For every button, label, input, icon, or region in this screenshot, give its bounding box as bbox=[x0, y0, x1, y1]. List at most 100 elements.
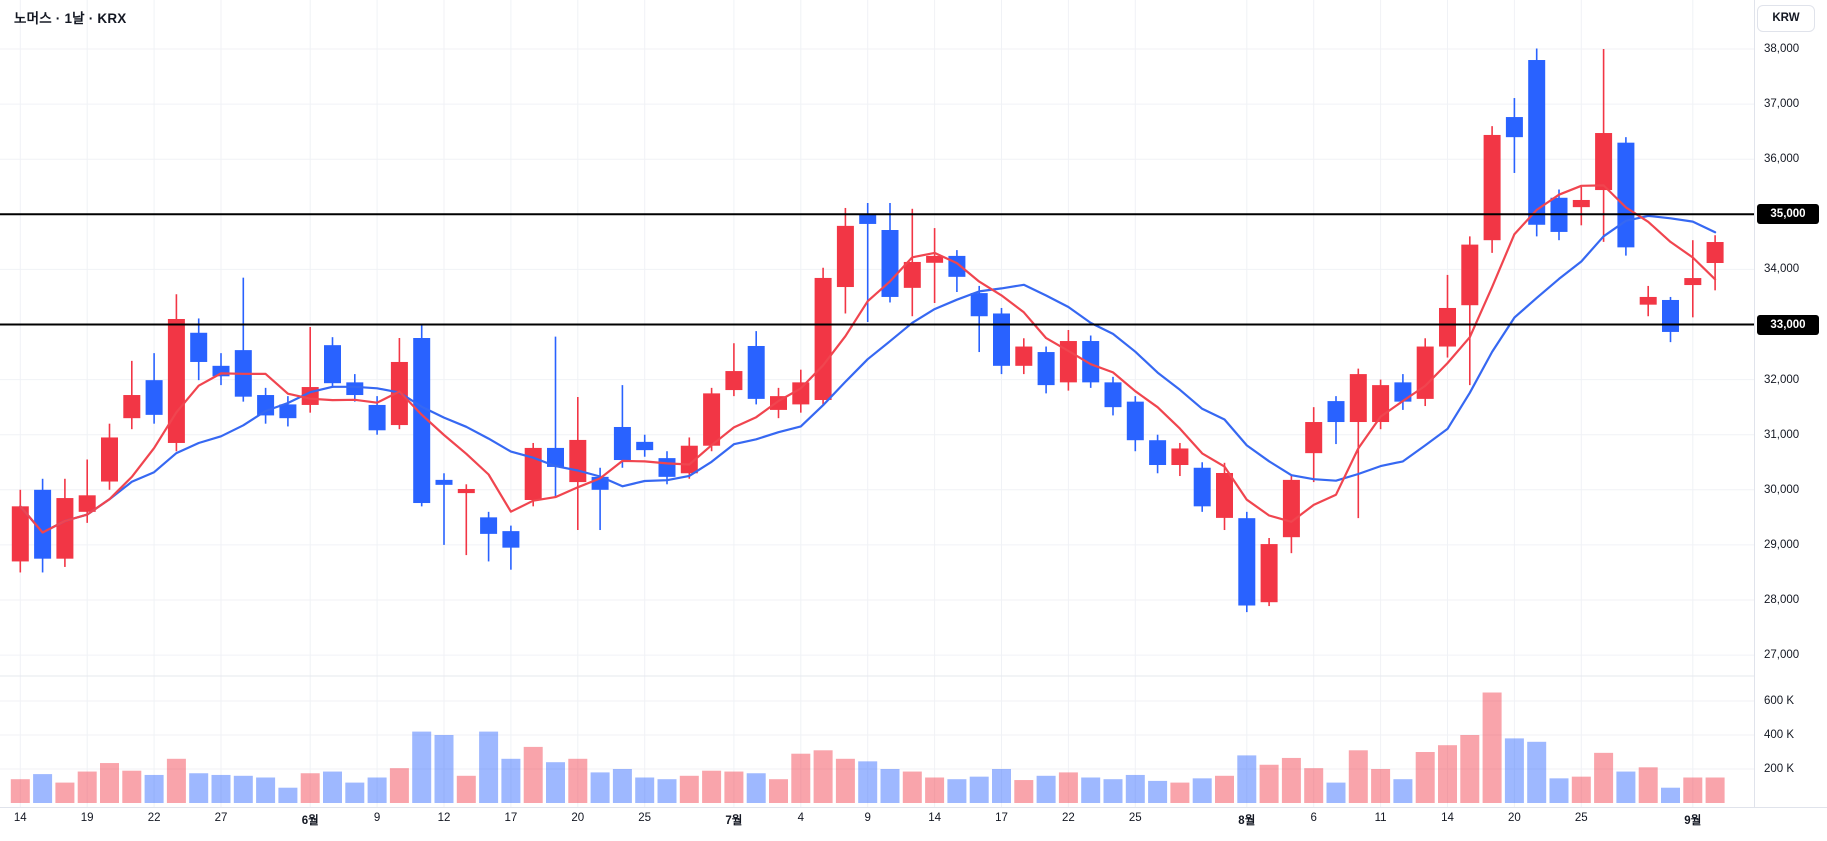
volume-bar bbox=[769, 779, 788, 803]
price-tick-label: 38,000 bbox=[1764, 43, 1800, 55]
price-tick-label: 36,000 bbox=[1764, 153, 1800, 166]
candle-body bbox=[747, 345, 765, 399]
volume-bar bbox=[300, 773, 320, 803]
volume-bar bbox=[412, 731, 432, 803]
price-line-label[interactable]: 35,000 bbox=[1757, 204, 1819, 225]
volume-bar bbox=[501, 758, 521, 803]
candle-body bbox=[1416, 346, 1434, 399]
candle-body bbox=[970, 293, 988, 317]
candle-body bbox=[903, 261, 921, 288]
candle-body bbox=[1260, 544, 1278, 603]
price-tick-label: 29,000 bbox=[1764, 538, 1800, 551]
time-tick-label: 8월 bbox=[1238, 815, 1256, 827]
candle-body bbox=[1015, 346, 1033, 366]
time-tick-label: 20 bbox=[571, 812, 585, 824]
candle-body bbox=[881, 230, 899, 297]
volume-bar bbox=[233, 775, 253, 803]
volume-bar bbox=[1393, 779, 1413, 803]
time-scale[interactable] bbox=[0, 807, 1827, 841]
candle-body bbox=[257, 395, 275, 416]
time-tick-label: 25 bbox=[1128, 812, 1142, 824]
volume-bar bbox=[858, 761, 878, 803]
candle-body bbox=[569, 439, 587, 483]
volume-bar bbox=[278, 787, 298, 803]
volume-bar bbox=[590, 772, 610, 803]
volume-bar bbox=[1460, 735, 1480, 803]
time-tick-label: 20 bbox=[1507, 812, 1521, 824]
volume-bar bbox=[612, 769, 632, 803]
candle-body bbox=[413, 337, 431, 504]
volume-bar bbox=[1237, 755, 1257, 803]
volume-bar bbox=[1304, 768, 1324, 803]
time-tick-label: 27 bbox=[214, 812, 228, 824]
candle-body bbox=[1171, 448, 1189, 466]
time-tick-label: 6월 bbox=[301, 815, 319, 827]
candle-body bbox=[703, 393, 721, 446]
price-scale[interactable] bbox=[1754, 0, 1827, 807]
price-line-label[interactable]: 33,000 bbox=[1757, 314, 1819, 335]
volume-bar bbox=[1371, 769, 1391, 803]
candle-body bbox=[368, 404, 386, 431]
volume-bar bbox=[1215, 775, 1234, 803]
volume-bar bbox=[746, 773, 766, 803]
candle-body bbox=[680, 445, 698, 474]
candle-body bbox=[1037, 352, 1055, 386]
price-tick-label: 27,000 bbox=[1764, 649, 1800, 662]
volume-bar bbox=[568, 758, 588, 803]
time-tick-label: 17 bbox=[504, 812, 518, 824]
candle-body bbox=[1193, 467, 1211, 507]
candle-body bbox=[1639, 296, 1657, 305]
time-tick-label: 14 bbox=[1441, 812, 1454, 824]
candle-body bbox=[547, 447, 564, 467]
volume-bar bbox=[1058, 772, 1078, 803]
time-tick-label: 11 bbox=[1374, 812, 1387, 824]
volume-bar bbox=[1705, 777, 1725, 803]
candle-body bbox=[145, 380, 163, 415]
volume-bar bbox=[100, 763, 119, 803]
volume-bar bbox=[1014, 780, 1034, 803]
candle-body bbox=[1238, 518, 1256, 606]
time-tick-label: 25 bbox=[638, 812, 652, 824]
candle-body bbox=[1684, 278, 1702, 286]
volume-bar bbox=[10, 779, 30, 803]
volume-bar bbox=[1616, 771, 1636, 803]
time-tick-label: 25 bbox=[1574, 812, 1588, 824]
candle-body bbox=[11, 506, 29, 562]
candle-body bbox=[993, 313, 1010, 366]
volume-bar bbox=[791, 753, 811, 803]
time-tick-label: 22 bbox=[147, 812, 161, 824]
volume-bar bbox=[33, 774, 53, 803]
volume-bar bbox=[323, 771, 342, 803]
candle-body bbox=[524, 447, 542, 500]
candle-body bbox=[346, 382, 364, 396]
volume-bar bbox=[367, 777, 387, 803]
volume-bar bbox=[1036, 775, 1056, 803]
symbol-title[interactable]: 노머스 · 1날 · KRX bbox=[14, 11, 127, 26]
candle-body bbox=[926, 255, 944, 263]
volume-bar bbox=[813, 750, 833, 803]
volume-bar bbox=[1281, 757, 1301, 803]
time-tick-label: 22 bbox=[1061, 812, 1075, 824]
candle-body bbox=[1282, 479, 1300, 538]
candle-body bbox=[279, 404, 297, 419]
time-tick-label: 14 bbox=[928, 812, 941, 824]
volume-bar bbox=[1504, 738, 1524, 803]
time-tick-label: 7월 bbox=[725, 815, 743, 827]
candle-body bbox=[859, 214, 877, 224]
volume-bar bbox=[835, 758, 855, 803]
candle-body bbox=[1706, 242, 1724, 264]
price-tick-label: 31,000 bbox=[1764, 428, 1800, 441]
volume-bar bbox=[1348, 750, 1368, 803]
candle-body bbox=[101, 437, 118, 482]
volume-bar bbox=[1683, 777, 1703, 803]
time-tick-label: 9 bbox=[373, 812, 381, 824]
candle-body bbox=[1439, 307, 1456, 347]
volume-bar bbox=[189, 773, 209, 803]
volume-bar bbox=[925, 777, 945, 803]
currency-krw-button[interactable]: KRW bbox=[1757, 5, 1815, 32]
volume-bar bbox=[1438, 745, 1457, 803]
volume-bar bbox=[1638, 767, 1658, 803]
volume-bar bbox=[902, 771, 922, 803]
